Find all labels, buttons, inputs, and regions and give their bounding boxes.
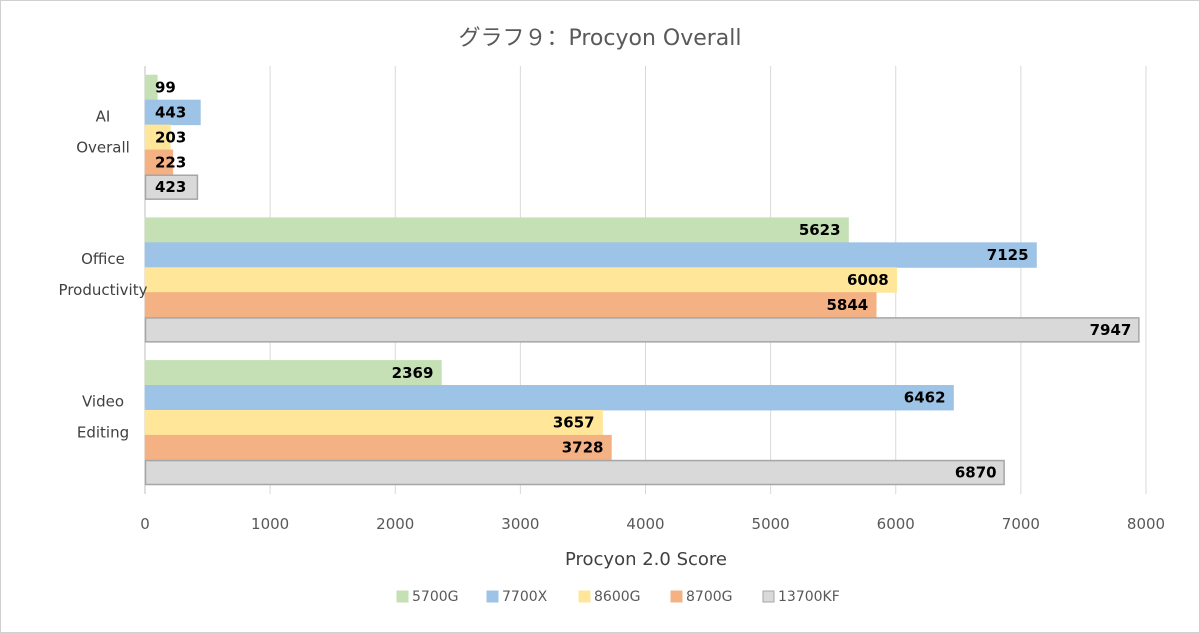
data-labels: 99 443 203 223 423 5623 7125 6008 5844 7947 2369 64… — [155, 78, 1131, 481]
x-tick-label: 5000 — [752, 515, 790, 533]
data-label: 7125 — [987, 246, 1029, 264]
legend-label: 8600G — [594, 589, 640, 605]
category-label: Editing — [77, 424, 129, 442]
data-label: 3728 — [562, 439, 604, 457]
legend-label: 13700KF — [778, 589, 840, 605]
x-tick-label: 7000 — [1002, 515, 1040, 533]
x-axis-title: Procyon 2.0 Score — [565, 549, 727, 570]
data-label: 443 — [155, 103, 186, 121]
bar-13700kf — [144, 174, 199, 200]
data-label: 223 — [155, 153, 186, 171]
bar-13700kf — [144, 317, 1140, 343]
x-tick-label: 1000 — [251, 515, 289, 533]
legend-swatch-13700kf — [762, 590, 775, 603]
category-label: Office — [81, 250, 125, 268]
x-tick-label: 0 — [140, 515, 150, 533]
bar-13700kf — [144, 459, 1005, 486]
x-tick-label: 6000 — [877, 515, 915, 533]
category-label: Video — [82, 393, 124, 411]
bar-8700g — [144, 292, 877, 318]
x-tick-label: 4000 — [626, 515, 664, 533]
bar-8600g — [144, 409, 603, 436]
legend-label: 7700X — [502, 589, 548, 605]
data-label: 3657 — [553, 414, 595, 432]
data-label: 2369 — [392, 364, 434, 382]
data-label: 99 — [155, 78, 176, 96]
category-label: Productivity — [59, 281, 148, 299]
legend-swatch-8700g — [670, 590, 683, 603]
data-label: 5844 — [826, 296, 868, 314]
legend-swatch-8600g — [578, 590, 591, 603]
x-tick-labels: 0 1000 2000 3000 4000 5000 6000 7000 8000 — [140, 515, 1165, 533]
bar-7700x — [144, 242, 1037, 268]
x-tick-label: 8000 — [1127, 515, 1165, 533]
x-tick-label: 3000 — [501, 515, 539, 533]
data-label: 6870 — [955, 464, 997, 482]
bar-8600g — [144, 124, 171, 151]
x-tick-label: 2000 — [376, 515, 414, 533]
data-label: 203 — [155, 128, 186, 146]
bar-8600g — [144, 267, 898, 293]
chart-title: グラフ９：Procyon Overall — [458, 26, 741, 51]
legend-label: 8700G — [686, 589, 732, 605]
legend-swatch-7700x — [486, 590, 499, 603]
legend-swatch-5700g — [396, 590, 409, 603]
data-label: 7947 — [1090, 321, 1132, 339]
bar-8700g — [144, 434, 612, 461]
data-label: 5623 — [799, 221, 841, 239]
bar-5700g — [144, 360, 442, 386]
bar-8700g — [144, 149, 174, 175]
bar-7700x — [144, 99, 201, 126]
data-label: 423 — [155, 178, 186, 196]
category-labels: AI Overall Office Productivity Video Editing — [59, 107, 148, 441]
bars — [144, 74, 1140, 486]
legend-label: 5700G — [412, 589, 458, 605]
category-label: AI — [96, 107, 111, 125]
legend: 5700G 7700X 8600G 8700G 13700KF — [396, 589, 840, 605]
data-label: 6462 — [904, 389, 946, 407]
bar-5700g — [144, 74, 158, 101]
category-label: Overall — [76, 138, 130, 156]
bar-7700x — [144, 385, 954, 411]
data-label: 6008 — [847, 271, 889, 289]
bar-5700g — [144, 217, 849, 243]
